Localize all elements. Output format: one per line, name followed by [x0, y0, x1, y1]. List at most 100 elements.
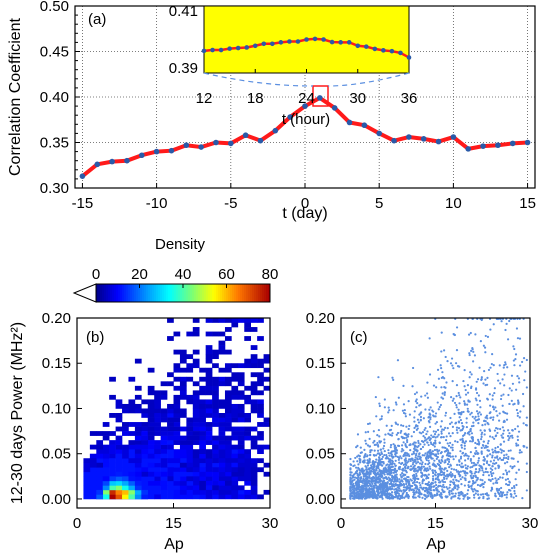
heatmap-cell [102, 476, 110, 482]
scatter-point [448, 486, 451, 489]
scatter-point [373, 443, 376, 447]
scatter-point [353, 478, 356, 481]
scatter-point [434, 481, 437, 484]
scatter-point [478, 411, 481, 414]
heatmap-cell [173, 376, 181, 382]
scatter-point [392, 409, 395, 412]
scatter-point [500, 458, 503, 462]
heatmap-cell [212, 408, 219, 414]
scatter-point [426, 454, 429, 458]
scatter-point [385, 457, 388, 460]
scatter-point [363, 472, 366, 475]
scatter-point [478, 467, 481, 471]
heatmap-cell [122, 462, 129, 468]
scatter-point [489, 435, 492, 438]
scatter-point [466, 384, 470, 387]
scatter-point [482, 473, 485, 477]
heatmap-cell [244, 363, 251, 369]
y-tick-label: 0.00 [42, 491, 71, 508]
scatter-point [466, 492, 469, 495]
scatter-point [465, 425, 468, 429]
scatter-point [504, 411, 507, 415]
heatmap-cell [96, 431, 104, 436]
scatter-point [502, 393, 505, 396]
y-tick-label: 0.15 [42, 355, 71, 372]
scatter-point [422, 479, 425, 482]
scatter-point [480, 377, 483, 381]
heatmap-cell [109, 494, 116, 500]
scatter-point [440, 367, 443, 370]
y-tick-label: 0.05 [42, 446, 71, 463]
scatter-point [466, 403, 469, 406]
heatmap-cell [147, 435, 155, 441]
scatter-point [366, 444, 370, 447]
scatter-point [364, 453, 367, 456]
scatter-point [484, 423, 487, 426]
scatter-point [403, 469, 406, 472]
scatter-point [500, 394, 503, 397]
data-point [420, 136, 427, 142]
scatter-point [516, 414, 519, 417]
scatter-point [414, 460, 417, 463]
scatter-point [431, 477, 435, 480]
heatmap-cell [154, 458, 161, 464]
heatmap-cell [89, 444, 97, 450]
scatter-point [383, 398, 386, 401]
colorbar-ticks: 0 20 40 60 80 [92, 266, 278, 288]
heatmap-cell [218, 449, 226, 455]
heatmap-cell [192, 349, 200, 355]
heatmap-cell [212, 435, 219, 441]
y-tick-label: 0.15 [306, 355, 335, 372]
heatmap-cell [218, 381, 226, 387]
heatmap-cell [244, 322, 251, 328]
scatter-point [478, 464, 481, 467]
scatter-point [488, 464, 491, 467]
heatmap-cell [186, 462, 194, 468]
heatmap-cell [257, 408, 264, 414]
heatmap-cell [122, 444, 129, 450]
heatmap-cell [244, 449, 251, 455]
inset-data-point [355, 43, 361, 49]
scatter-point [480, 376, 483, 379]
scatter-point [507, 455, 510, 459]
scatter-point [432, 441, 436, 445]
heatmap-cell [109, 440, 116, 445]
heatmap-cell [192, 413, 200, 418]
heatmap-cell [109, 394, 116, 400]
scatter-point [354, 495, 357, 498]
heatmap-cell [237, 471, 245, 477]
heatmap-cell [141, 476, 149, 482]
scatter-point [405, 482, 408, 486]
scatter-point [449, 395, 453, 399]
scatter-point [454, 362, 458, 365]
scatter-point [450, 421, 453, 424]
scatter-point [411, 481, 415, 485]
scatter-point [491, 468, 494, 472]
scatter-point [372, 465, 376, 468]
heatmap-cell [218, 422, 226, 427]
heatmap-cell [192, 471, 200, 477]
scatter-point [486, 455, 489, 458]
heatmap-cell [205, 453, 213, 459]
scatter-point [363, 455, 367, 458]
heatmap-cell [231, 458, 239, 464]
heatmap-cell [257, 494, 264, 500]
heatmap-cell [186, 458, 194, 464]
scatter-point [407, 427, 410, 431]
scatter-point [394, 487, 398, 491]
scatter-point [468, 352, 471, 355]
heatmap-cell [263, 471, 271, 477]
heatmap-cell [109, 485, 116, 491]
scatter-point [491, 454, 494, 457]
scatter-point [503, 493, 506, 497]
scatter-point [477, 418, 481, 421]
heatmap-cell [154, 440, 161, 445]
scatter-point [424, 482, 427, 486]
scatter-point [394, 401, 398, 404]
heatmap-cell [244, 431, 251, 436]
heatmap-cell [109, 471, 116, 477]
heatmap-cell [250, 444, 258, 450]
scatter-point [506, 412, 509, 415]
scatter-point [380, 457, 384, 461]
scatter-point [471, 482, 475, 485]
